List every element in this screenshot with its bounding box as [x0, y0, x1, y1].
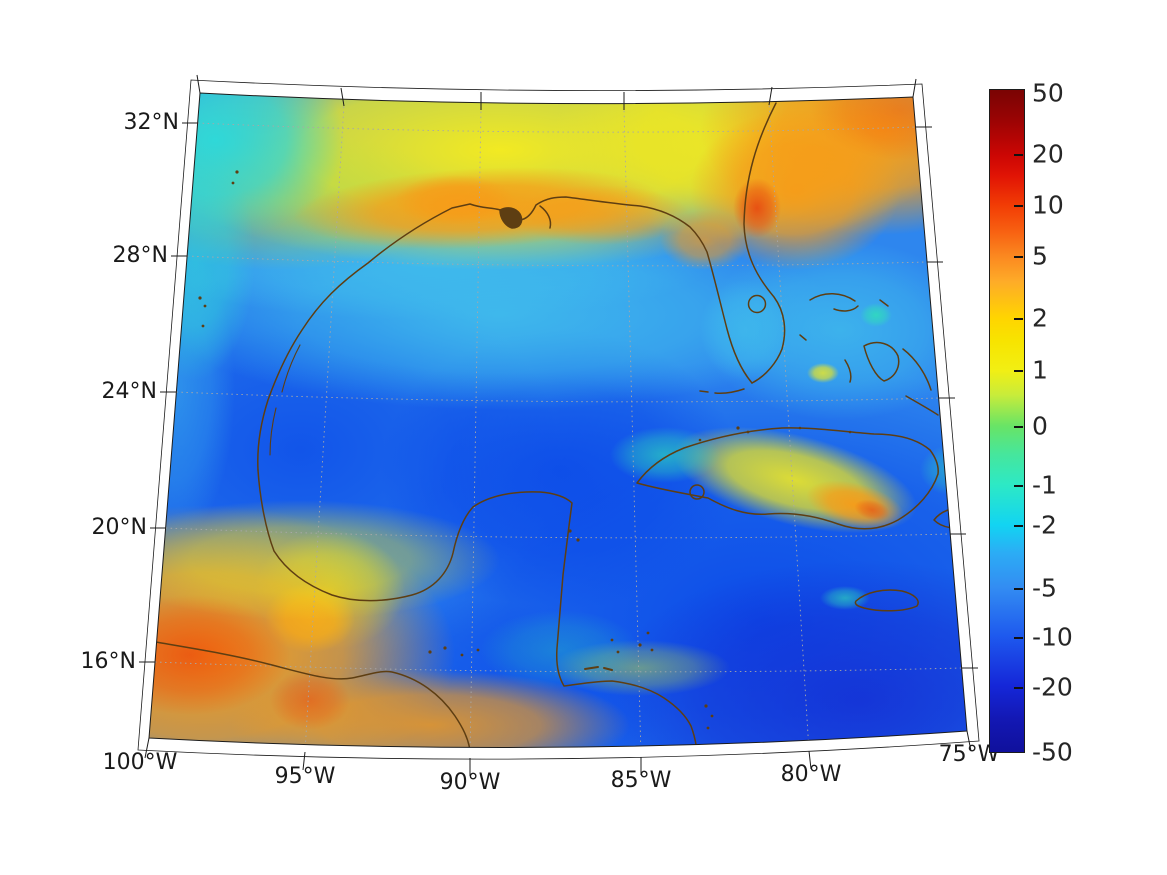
colorbar-tick: [1014, 205, 1023, 207]
colorbar-tick: [1014, 485, 1023, 487]
colorbar-tick-label-20: 20: [1032, 139, 1064, 169]
colorbar-tick: [1014, 256, 1023, 258]
colorbar-tick-label-m5: -5: [1032, 573, 1057, 603]
colorbar-tick: [1014, 637, 1023, 639]
lat-tick-label-28n: 28°N: [112, 243, 168, 268]
lon-tick-label-80w: 80°W: [780, 762, 842, 787]
lon-tick-label-75w: 75°W: [938, 742, 1000, 767]
colorbar-tick: [1014, 154, 1023, 156]
colorbar-tick-label-50: 50: [1032, 78, 1064, 108]
colorbar-tick-label-0: 0: [1032, 411, 1048, 441]
map-frame: [137, 74, 980, 776]
lat-tick-label-24n: 24°N: [101, 379, 157, 404]
lon-tick-label-85w: 85°W: [610, 768, 672, 793]
colorbar: [989, 89, 1025, 753]
colorbar-tick: [1014, 426, 1023, 428]
lon-tick-label-100w: 100°W: [102, 750, 178, 775]
colorbar-tick: [1014, 687, 1023, 689]
colorbar-tick-label-m10: -10: [1032, 622, 1073, 652]
colorbar-tick-label-5: 5: [1032, 241, 1048, 271]
graticule-gridlines: [154, 102, 962, 748]
colorbar-tick-label-2: 2: [1032, 303, 1048, 333]
colorbar-tick-label-1: 1: [1032, 355, 1048, 385]
lon-tick-label-95w: 95°W: [274, 764, 336, 789]
coastlines: [149, 102, 967, 748]
colorbar-tick-label-m50: -50: [1032, 737, 1073, 767]
colorbar-tick: [1014, 588, 1023, 590]
colorbar-tick-label-m20: -20: [1032, 672, 1073, 702]
lat-tick-label-20n: 20°N: [91, 515, 147, 540]
island-dots: [198, 170, 852, 730]
colorbar-tick-label-10: 10: [1032, 190, 1064, 220]
lat-tick-label-16n: 16°N: [80, 649, 136, 674]
colorbar-tick: [1014, 318, 1023, 320]
colorbar-tick-label-m2: -2: [1032, 510, 1057, 540]
colorbar-tick: [1014, 525, 1023, 527]
colorbar-tick: [1014, 370, 1023, 372]
lon-tick-label-90w: 90°W: [439, 770, 501, 795]
lat-tick-label-32n: 32°N: [123, 110, 179, 135]
colorbar-tick-label-m1: -1: [1032, 470, 1057, 500]
